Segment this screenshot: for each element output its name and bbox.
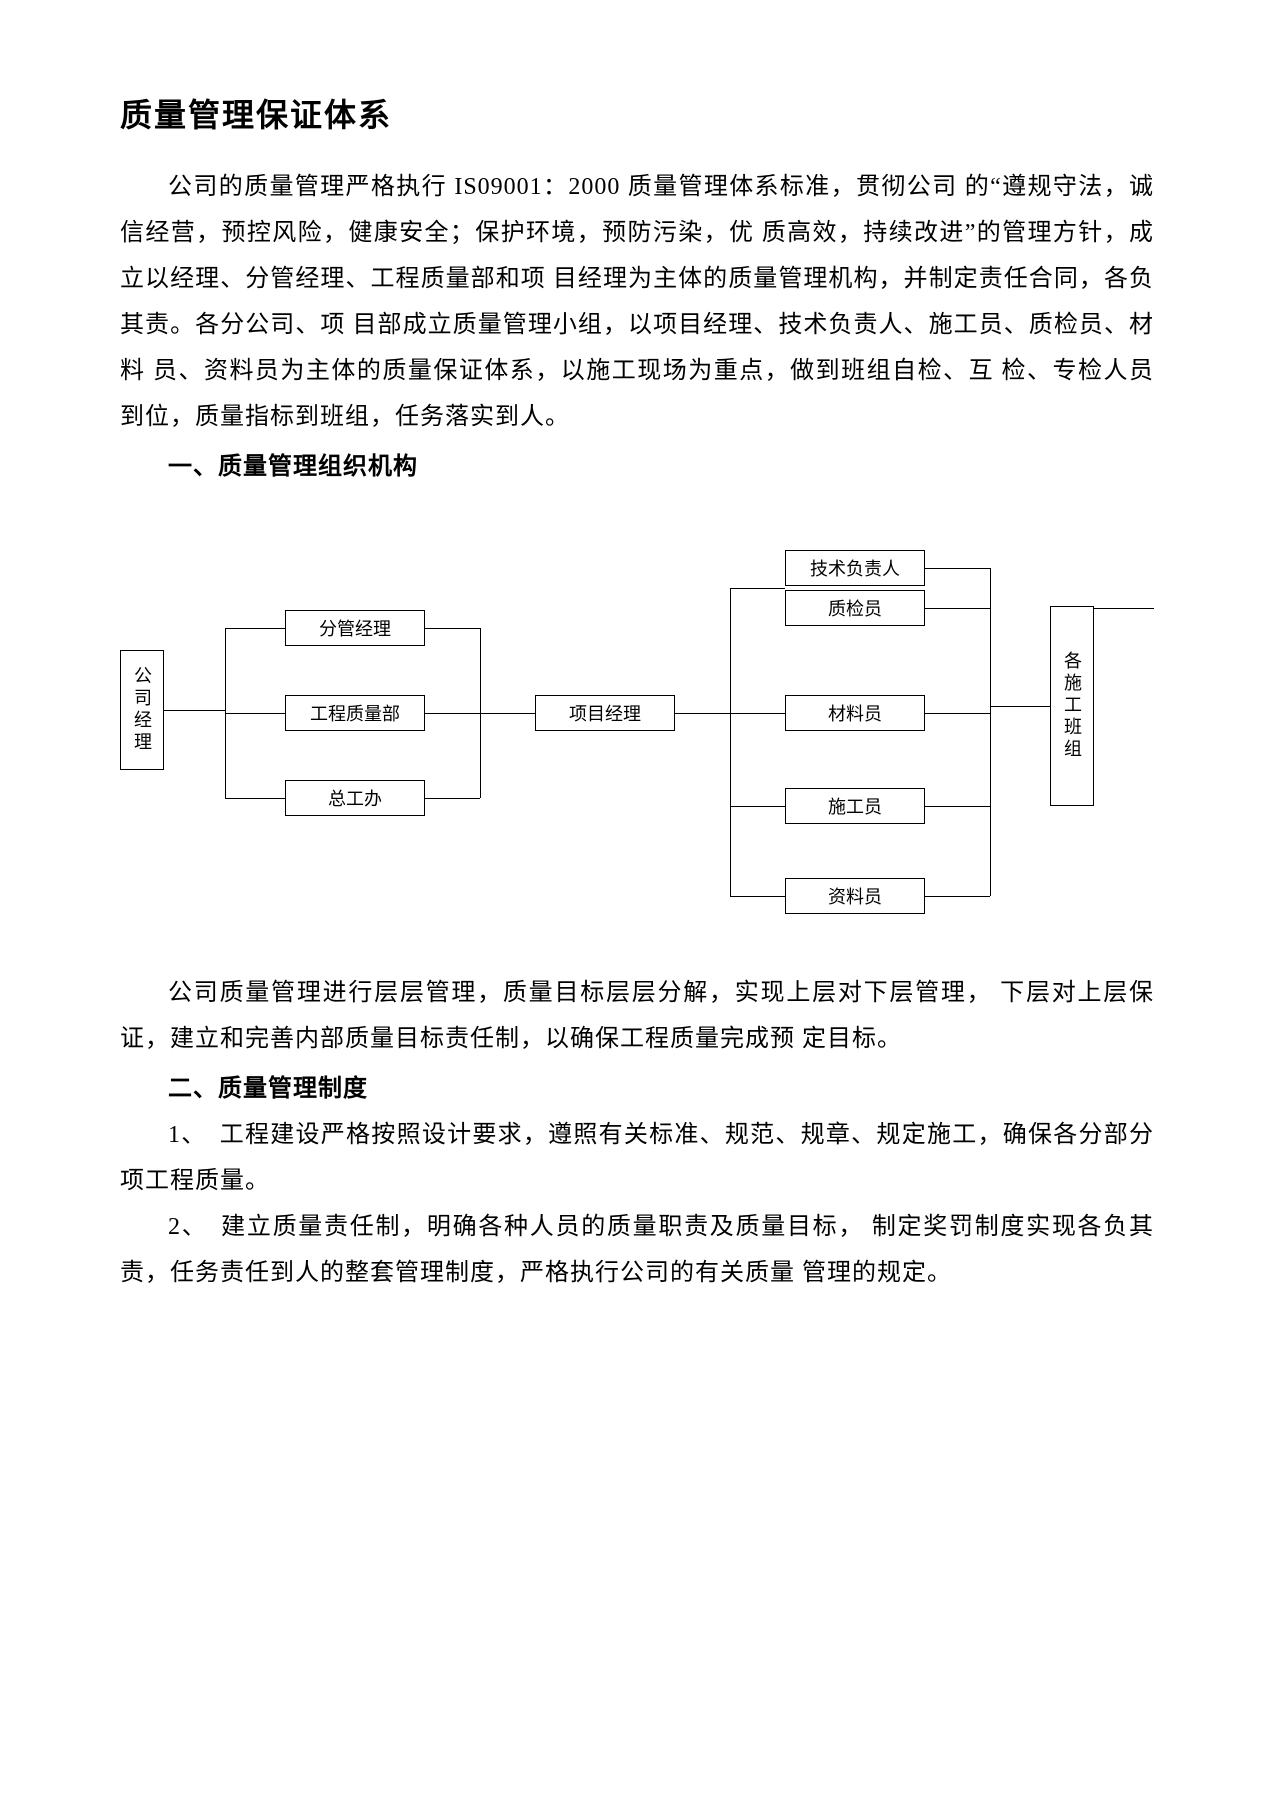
section-1-heading: 一、质量管理组织机构 xyxy=(120,444,1154,490)
page-title: 质量管理保证体系 xyxy=(120,90,1154,136)
node-deputy-manager: 分管经理 xyxy=(285,610,425,646)
connector xyxy=(225,713,285,714)
node-material-staff: 材料员 xyxy=(785,695,925,731)
connector xyxy=(425,628,480,629)
connector xyxy=(730,896,785,897)
connector xyxy=(225,628,285,629)
node-label: 技术负责人 xyxy=(810,555,900,581)
node-label: 质检员 xyxy=(828,595,882,621)
node-label: 总工办 xyxy=(328,785,382,811)
connector xyxy=(675,713,730,714)
node-construction-teams: 各施工班组 xyxy=(1050,606,1094,806)
section-2-heading: 二、质量管理制度 xyxy=(120,1066,1154,1112)
connector xyxy=(925,896,990,897)
node-label: 工程质量部 xyxy=(310,700,400,726)
connector xyxy=(730,588,731,896)
list-item-1: 1、 工程建设严格按照设计要求，遵照有关标准、规范、规章、规定施工，确保各分部分… xyxy=(120,1112,1154,1204)
connector xyxy=(1094,608,1154,609)
node-chief-office: 总工办 xyxy=(285,780,425,816)
node-label: 资料员 xyxy=(828,883,882,909)
connector xyxy=(990,568,991,896)
connector xyxy=(425,798,480,799)
connector xyxy=(925,608,990,609)
node-project-manager: 项目经理 xyxy=(535,695,675,731)
connector xyxy=(225,798,285,799)
connector xyxy=(425,713,480,714)
intro-paragraph: 公司的质量管理严格执行 IS09001：2000 质量管理体系标准，贯彻公司 的… xyxy=(120,164,1154,440)
node-label: 施工员 xyxy=(828,793,882,819)
node-quality-dept: 工程质量部 xyxy=(285,695,425,731)
node-label: 各施工班组 xyxy=(1059,651,1085,761)
node-label: 公司经理 xyxy=(129,666,155,754)
connector xyxy=(164,710,225,711)
node-tech-lead: 技术负责人 xyxy=(785,550,925,586)
para-2: 公司质量管理进行层层管理，质量目标层层分解，实现上层对下层管理， 下层对上层保证… xyxy=(120,970,1154,1062)
connector xyxy=(730,713,785,714)
connector xyxy=(990,706,1050,707)
org-chart: 公司经理 分管经理 工程质量部 总工办 项目经理 技术负责人 质检员 材料员 施… xyxy=(120,530,1154,930)
node-quality-inspector: 质检员 xyxy=(785,590,925,626)
connector xyxy=(925,568,990,569)
node-label: 材料员 xyxy=(828,700,882,726)
node-construction-staff: 施工员 xyxy=(785,788,925,824)
connector xyxy=(925,713,990,714)
connector xyxy=(925,806,990,807)
node-label: 项目经理 xyxy=(569,700,641,726)
node-company-manager: 公司经理 xyxy=(120,650,164,770)
page: 质量管理保证体系 公司的质量管理严格执行 IS09001：2000 质量管理体系… xyxy=(0,0,1274,1804)
connector xyxy=(480,713,535,714)
node-data-staff: 资料员 xyxy=(785,878,925,914)
list-item-2: 2、 建立质量责任制，明确各种人员的质量职责及质量目标， 制定奖罚制度实现各负其… xyxy=(120,1204,1154,1296)
connector xyxy=(730,588,785,589)
node-label: 分管经理 xyxy=(319,615,391,641)
connector xyxy=(730,806,785,807)
